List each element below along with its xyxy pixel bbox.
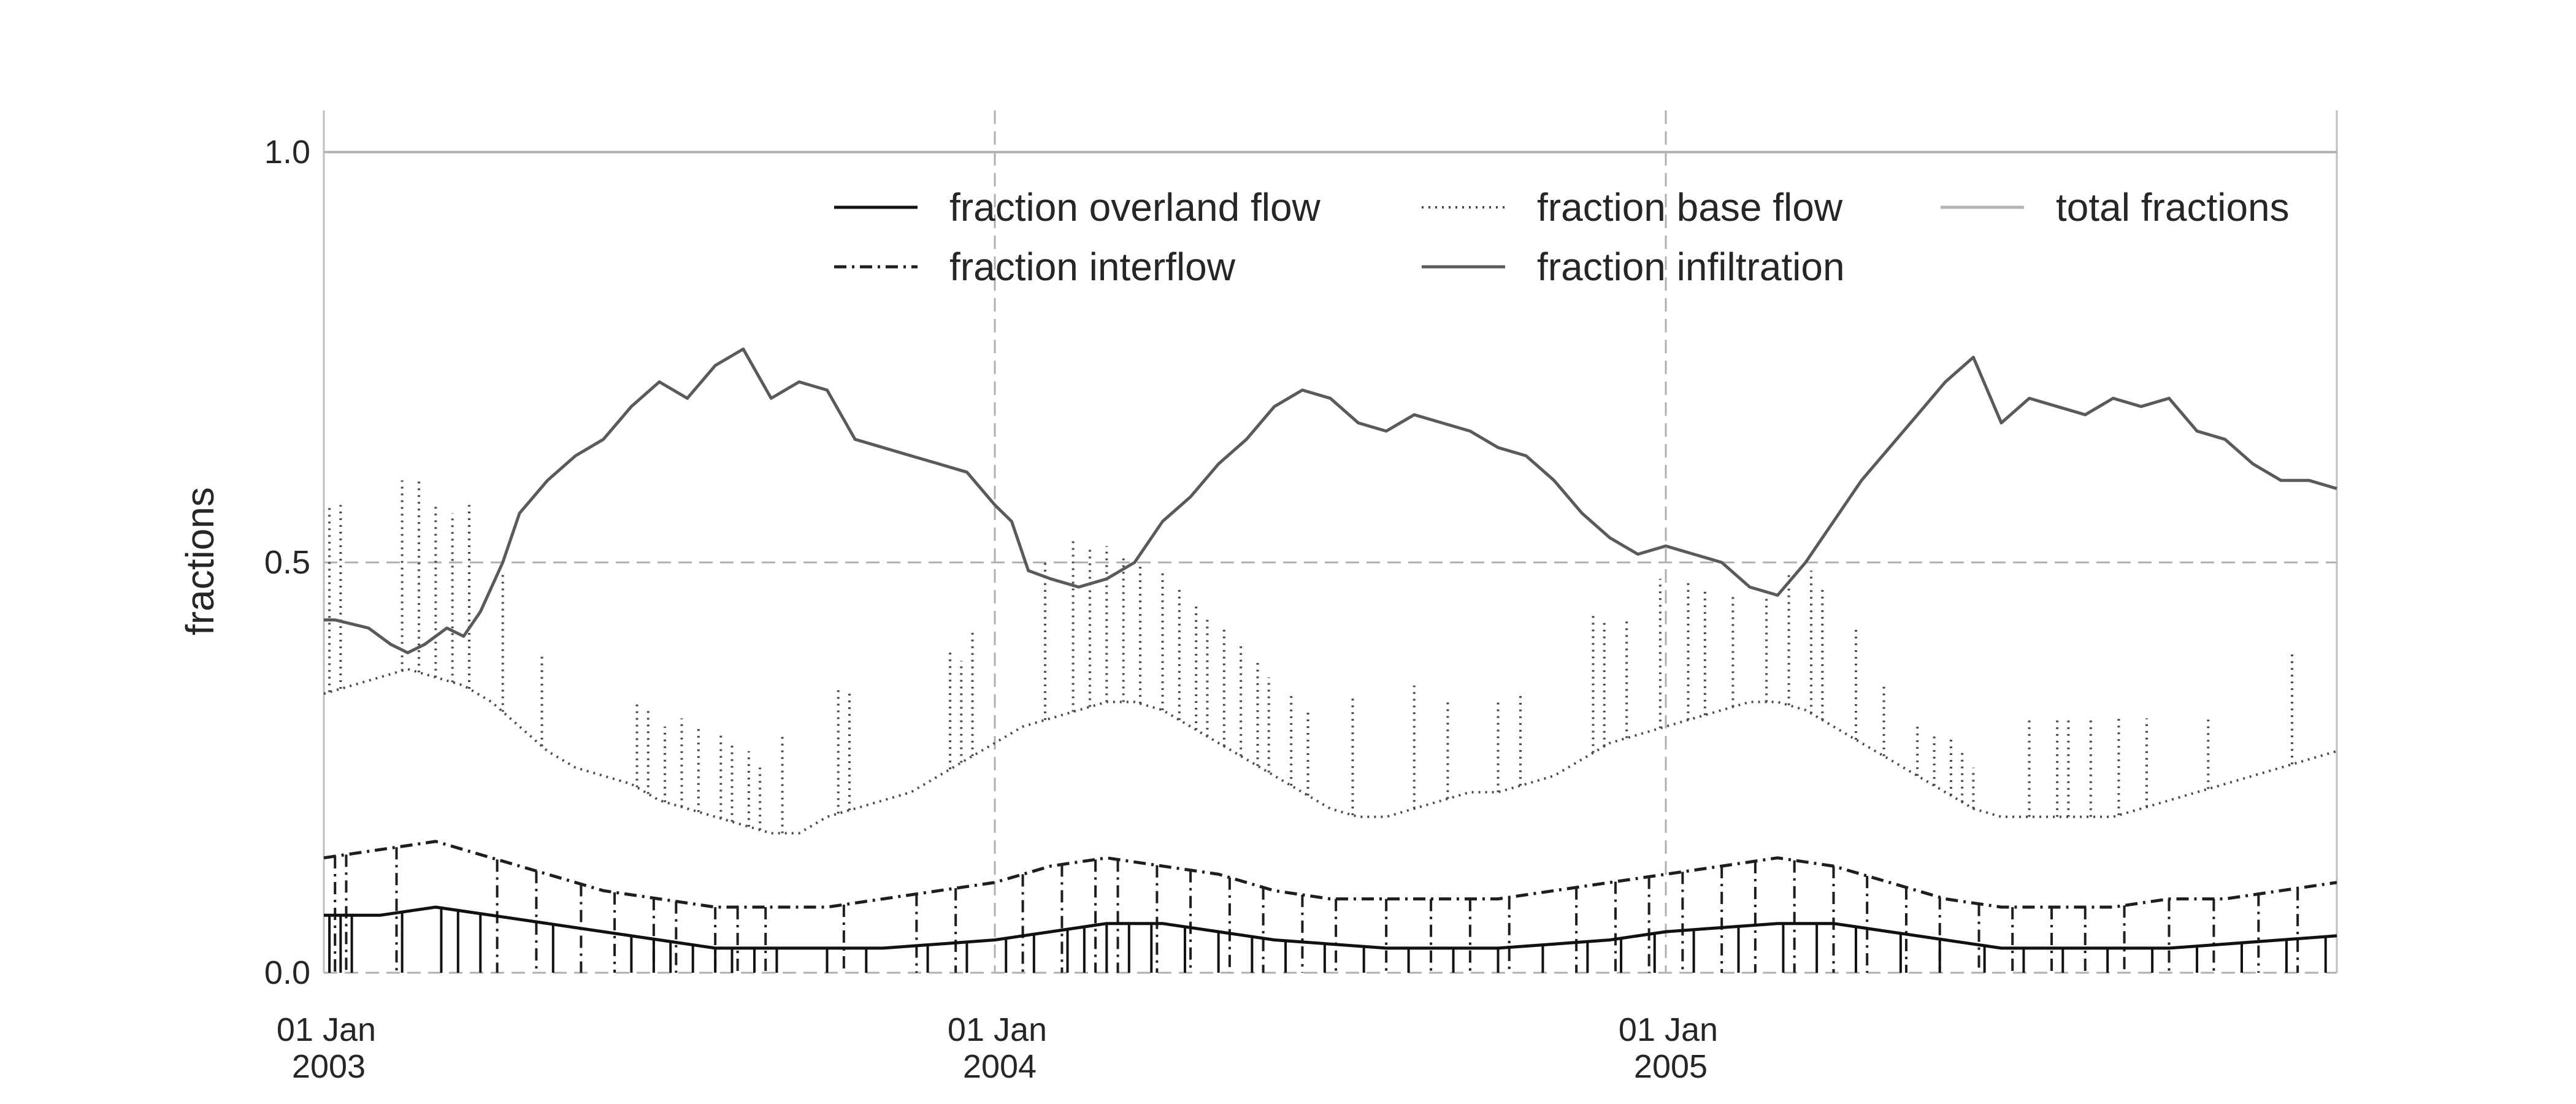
legend-item-base: fraction base flow bbox=[1422, 185, 1843, 229]
legend-item-infiltration: fraction infiltration bbox=[1422, 245, 1845, 289]
legend: fraction overland flow fraction interflow… bbox=[834, 185, 2290, 289]
y-tick-label-0: 0.0 bbox=[264, 954, 310, 991]
legend-item-overland: fraction overland flow bbox=[834, 185, 1321, 229]
series-line-interflow bbox=[323, 840, 2337, 909]
series-infiltration bbox=[324, 347, 2337, 654]
legend-item-total: total fractions bbox=[1941, 185, 2290, 229]
legend-item-interflow: fraction interflow bbox=[834, 245, 1236, 289]
series-line-overland bbox=[324, 905, 2337, 950]
y-axis-label: fractions bbox=[178, 487, 222, 635]
legend-label-interflow: fraction interflow bbox=[949, 245, 1236, 289]
series-layer bbox=[323, 151, 2337, 973]
x-tick-label-2-line2: 2005 bbox=[1634, 1048, 1708, 1085]
grid bbox=[324, 110, 2337, 974]
legend-label-base: fraction base flow bbox=[1537, 185, 1843, 229]
series-line-base bbox=[323, 667, 2337, 835]
legend-label-overland: fraction overland flow bbox=[949, 185, 1321, 229]
legend-label-total: total fractions bbox=[2056, 185, 2290, 229]
y-tick-label-2: 1.0 bbox=[264, 134, 310, 171]
series-line-infiltration bbox=[324, 347, 2337, 654]
y-axis-ticks: 0.0 0.5 1.0 bbox=[264, 134, 310, 991]
series-interflow bbox=[323, 840, 2337, 973]
x-tick-label-1-line1: 01 Jan bbox=[948, 1011, 1047, 1048]
x-tick-label-1-line2: 2004 bbox=[963, 1048, 1037, 1085]
x-tick-label-2-line1: 01 Jan bbox=[1619, 1011, 1718, 1048]
x-tick-label-0-line2: 2003 bbox=[292, 1048, 366, 1085]
axes-frame bbox=[323, 110, 2338, 973]
y-tick-label-1: 0.5 bbox=[264, 544, 310, 581]
series-overland bbox=[324, 905, 2337, 973]
legend-label-infiltration: fraction infiltration bbox=[1537, 245, 1845, 289]
x-tick-label-0-line1: 01 Jan bbox=[277, 1011, 376, 1048]
series-base bbox=[323, 480, 2337, 835]
